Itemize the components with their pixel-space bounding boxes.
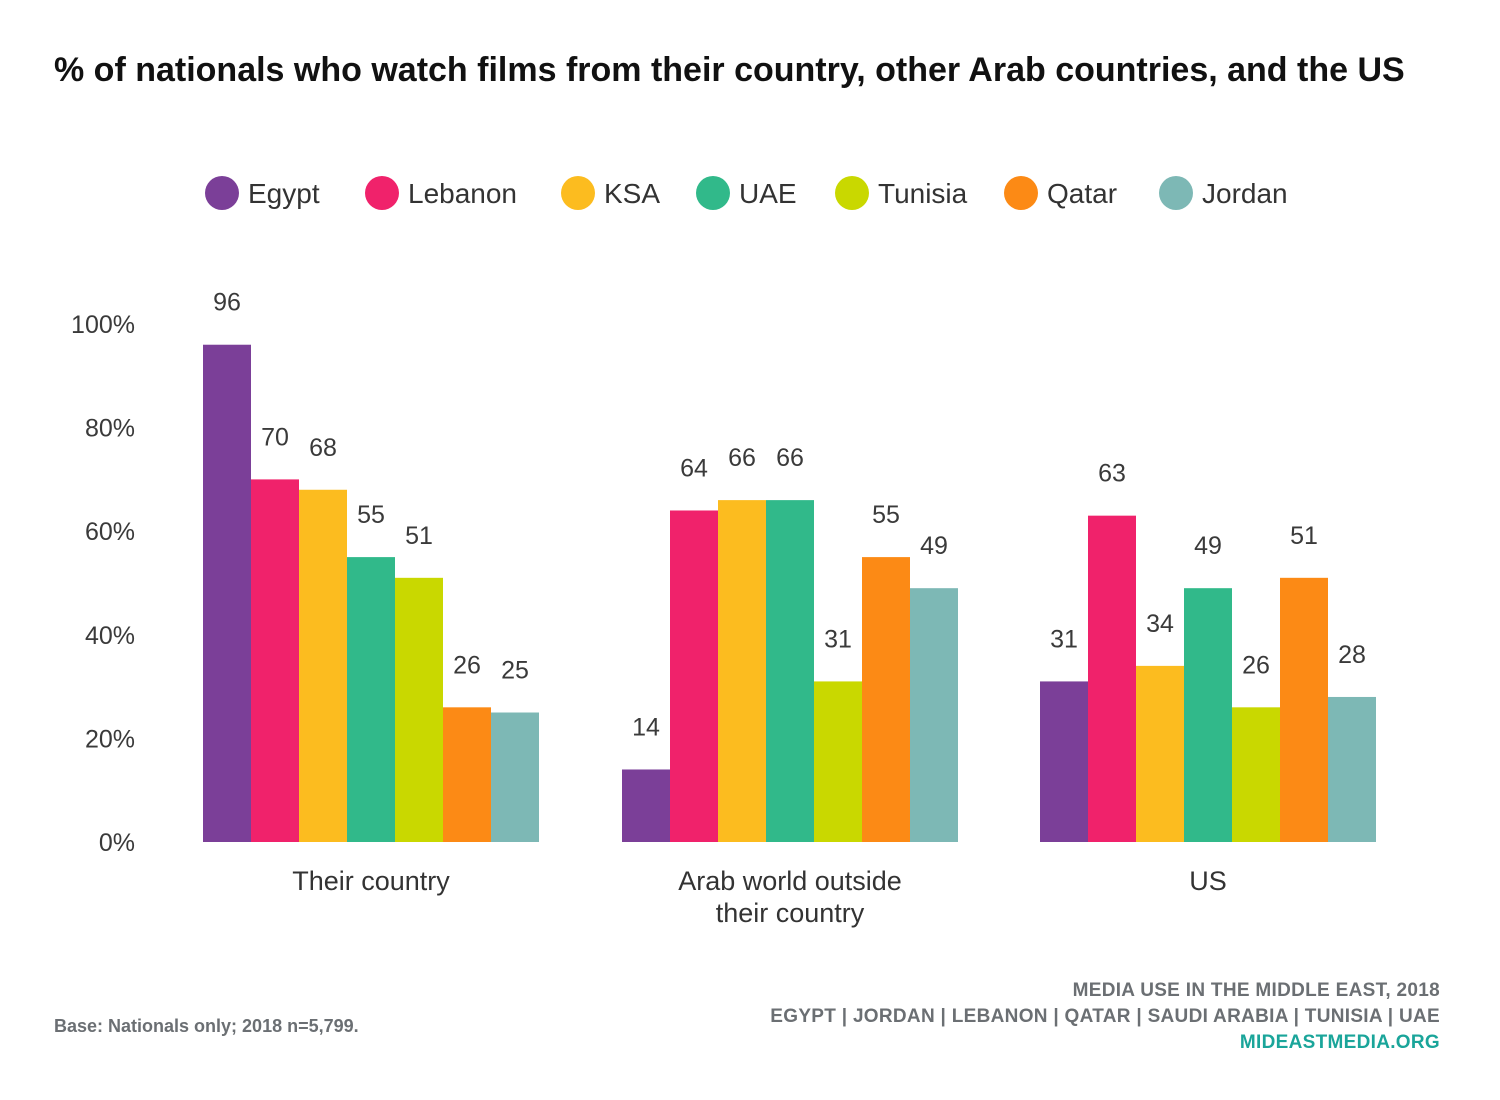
data-label: 66 — [776, 444, 804, 472]
bar-uae-2 — [766, 500, 814, 842]
data-label: 26 — [1242, 651, 1270, 679]
category-label: Their country — [292, 866, 450, 896]
legend-label-jordan: Jordan — [1202, 178, 1288, 209]
bar-tunisia-2 — [814, 681, 862, 842]
legend-marker-egypt — [205, 176, 239, 210]
data-label: 96 — [213, 289, 241, 317]
category-label: Arab world outside — [678, 866, 902, 896]
data-label: 26 — [453, 651, 481, 679]
source-title: MEDIA USE IN THE MIDDLE EAST, 2018 — [1072, 980, 1440, 1001]
base-note: Base: Nationals only; 2018 n=5,799. — [54, 1016, 359, 1036]
bar-uae-3 — [1184, 588, 1232, 842]
bar-uae-1 — [347, 557, 395, 842]
bar-qatar-1 — [443, 707, 491, 842]
y-tick-label: 0% — [99, 829, 135, 857]
legend-marker-ksa — [561, 176, 595, 210]
category-label: US — [1189, 866, 1227, 896]
legend-label-ksa: KSA — [604, 178, 660, 209]
legend-marker-uae — [696, 176, 730, 210]
bar-tunisia-1 — [395, 577, 443, 842]
y-tick-label: 80% — [85, 415, 135, 443]
bar-tunisia-3 — [1232, 707, 1280, 842]
data-label: 34 — [1146, 610, 1174, 638]
data-label: 66 — [728, 444, 756, 472]
legend-marker-jordan — [1159, 176, 1193, 210]
source-website: MIDEASTMEDIA.ORG — [1239, 1032, 1440, 1053]
y-tick-label: 60% — [85, 518, 135, 546]
data-label: 55 — [357, 501, 385, 529]
y-tick-label: 20% — [85, 725, 135, 753]
bar-jordan-3 — [1328, 696, 1376, 842]
legend-marker-lebanon — [365, 176, 399, 210]
chart-title: % of nationals who watch films from thei… — [54, 51, 1405, 89]
bar-lebanon-3 — [1088, 515, 1136, 842]
legend-label-qatar: Qatar — [1047, 178, 1117, 209]
data-label: 64 — [680, 454, 708, 482]
source-countries: EGYPT | JORDAN | LEBANON | QATAR | SAUDI… — [770, 1006, 1440, 1027]
data-label: 51 — [1290, 522, 1318, 550]
bar-jordan-1 — [491, 712, 539, 842]
bar-egypt-3 — [1040, 681, 1088, 842]
bar-lebanon-1 — [251, 479, 299, 842]
data-label: 49 — [1194, 532, 1222, 560]
data-label: 70 — [261, 423, 289, 451]
data-label: 31 — [824, 625, 852, 653]
legend-marker-qatar — [1004, 176, 1038, 210]
legend-label-uae: UAE — [739, 178, 797, 209]
data-label: 63 — [1098, 460, 1126, 488]
bar-qatar-3 — [1280, 577, 1328, 842]
bar-ksa-2 — [718, 500, 766, 842]
legend-label-tunisia: Tunisia — [878, 178, 968, 209]
data-label: 49 — [920, 532, 948, 560]
data-label: 31 — [1050, 625, 1078, 653]
bar-qatar-2 — [862, 557, 910, 842]
legend-marker-tunisia — [835, 176, 869, 210]
data-label: 55 — [872, 501, 900, 529]
bar-lebanon-2 — [670, 510, 718, 842]
category-label: their country — [716, 898, 865, 928]
bar-jordan-2 — [910, 588, 958, 842]
legend-label-lebanon: Lebanon — [408, 178, 517, 209]
data-label: 68 — [309, 434, 337, 462]
y-tick-label: 100% — [71, 311, 135, 339]
data-label: 28 — [1338, 641, 1366, 669]
legend-label-egypt: Egypt — [248, 178, 320, 209]
y-tick-label: 40% — [85, 622, 135, 650]
bar-egypt-2 — [622, 769, 670, 842]
bar-ksa-1 — [299, 489, 347, 842]
data-label: 25 — [501, 657, 529, 685]
data-label: 14 — [632, 713, 660, 741]
bar-ksa-3 — [1136, 665, 1184, 842]
data-label: 51 — [405, 522, 433, 550]
bar-egypt-1 — [203, 344, 251, 842]
